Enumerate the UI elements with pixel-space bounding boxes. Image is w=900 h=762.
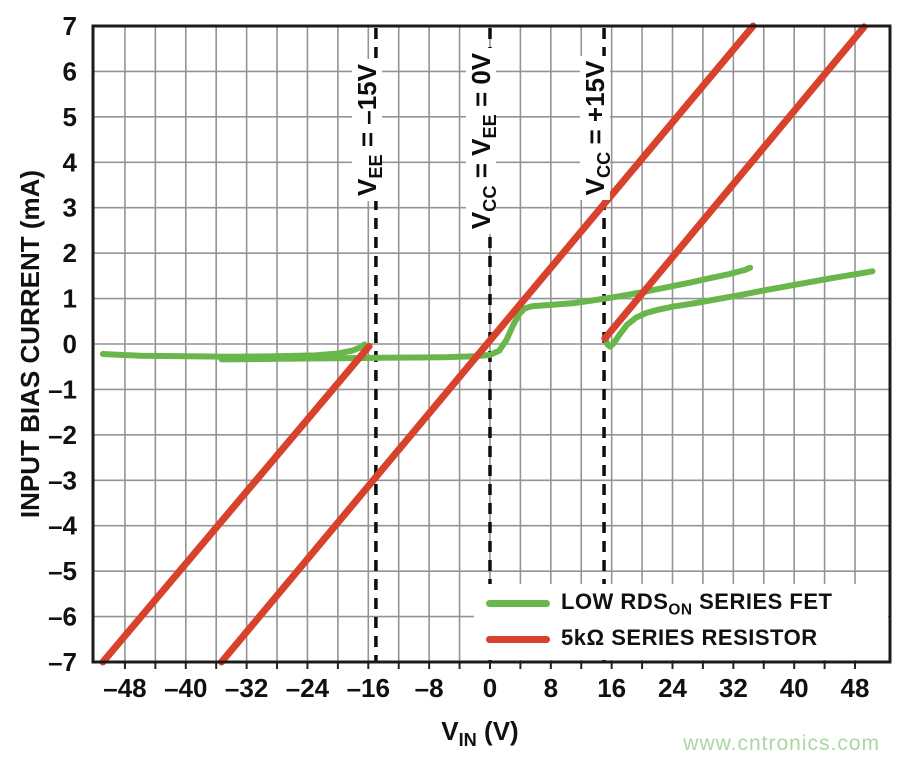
- series-line-fet: [218, 264, 754, 363]
- x-tick-label: –48: [103, 673, 146, 703]
- series-line-resistor: [601, 23, 868, 342]
- x-tick-label: 0: [483, 673, 497, 703]
- legend-label-resistor: 5kΩ SERIES RESISTOR: [561, 625, 818, 655]
- y-tick-label: 5: [63, 102, 77, 132]
- y-tick-label: –5: [48, 556, 77, 586]
- plot-border: [91, 24, 892, 664]
- x-tick-label: 32: [719, 673, 748, 703]
- series-line-resistor: [218, 22, 757, 666]
- x-tick-label: 40: [780, 673, 809, 703]
- legend-swatch-green-line: [486, 600, 550, 608]
- x-axis-title-unit: (V): [476, 716, 519, 746]
- series-line-fet: [602, 268, 876, 350]
- y-axis-title: INPUT BIAS CURRENT (mA): [15, 169, 45, 519]
- y-tick-label: 2: [63, 238, 77, 268]
- x-tick-label: –32: [225, 673, 268, 703]
- y-tick-label: 1: [63, 284, 77, 314]
- legend-text: LOW RDS: [561, 588, 669, 614]
- legend-swatch-red-line: [486, 636, 550, 644]
- legend-label-fet: LOW RDSON SERIES FET: [561, 589, 832, 619]
- x-tick-label: 8: [544, 673, 558, 703]
- x-tick-label: 48: [841, 673, 870, 703]
- y-tick-label: –6: [48, 602, 77, 632]
- legend: LOW RDSON SERIES FET 5kΩ SERIES RESISTOR: [474, 584, 888, 660]
- legend-item-resistor: 5kΩ SERIES RESISTOR: [474, 625, 888, 655]
- x-axis-title-subscript: IN: [458, 730, 477, 751]
- y-tick-label: 6: [63, 56, 77, 86]
- legend-item-fet: LOW RDSON SERIES FET: [474, 589, 888, 619]
- y-tick-label: 7: [63, 11, 77, 41]
- y-tick-label: –3: [48, 465, 77, 495]
- y-tick-label: 4: [63, 147, 78, 177]
- y-tick-label: –4: [48, 511, 77, 541]
- x-axis-title: VIN (V): [380, 716, 580, 751]
- x-tick-label: –16: [347, 673, 390, 703]
- x-axis-title-text: V: [441, 716, 459, 746]
- y-tick-label: 3: [63, 193, 77, 223]
- y-tick-label: –7: [48, 647, 77, 677]
- x-tick-label: 16: [597, 673, 626, 703]
- x-tick-label: –40: [164, 673, 207, 703]
- y-tick-label: –1: [48, 374, 77, 404]
- x-tick-label: –24: [286, 673, 330, 703]
- watermark: www.cntronics.com: [683, 732, 880, 755]
- y-tick-label: 0: [63, 329, 77, 359]
- series-line-resistor: [99, 342, 373, 666]
- x-tick-label: –8: [415, 673, 444, 703]
- legend-text: SERIES FET: [692, 588, 833, 614]
- legend-text: 5kΩ SERIES RESISTOR: [561, 624, 818, 650]
- y-tick-label: –2: [48, 420, 77, 450]
- x-tick-label: 24: [658, 673, 687, 703]
- series-line-fet: [99, 341, 368, 360]
- legend-subscript: ON: [668, 601, 693, 619]
